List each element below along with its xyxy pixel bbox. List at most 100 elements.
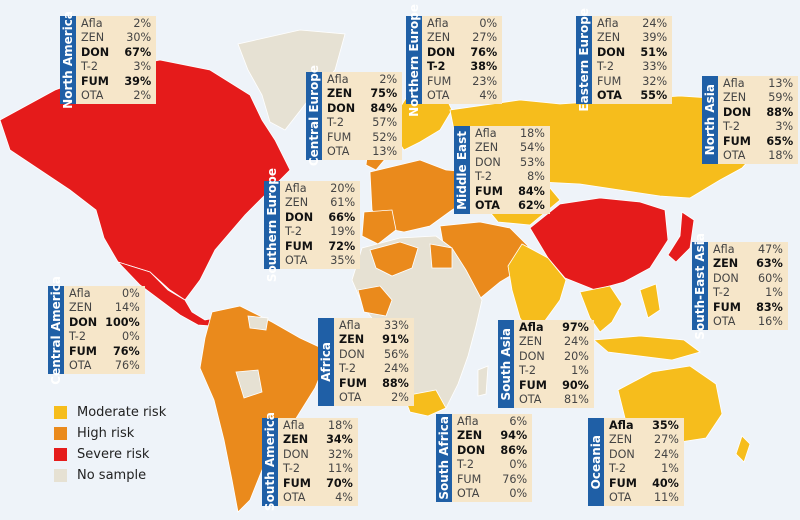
toxin-label: FUM	[519, 378, 547, 392]
region-rows: Afla 33% ZEN 91% DON 56% T-2 24% FUM 88% OTA 2%	[334, 318, 414, 406]
toxin-label: ZEN	[327, 87, 353, 101]
toxin-row: OTA 55%	[597, 89, 667, 103]
toxin-row: ZEN 27%	[609, 433, 679, 447]
south-africa-shape	[403, 389, 447, 417]
region-tag: Africa	[318, 318, 334, 406]
region-box-southern-europe: Southern Europe Afla 20% ZEN 61% DON 66% T-2 19…	[264, 168, 361, 282]
toxin-value: 40%	[652, 476, 679, 490]
toxin-row: DON 76%	[427, 46, 497, 60]
toxin-value: 27%	[654, 433, 679, 447]
toxin-row: OTA 2%	[339, 391, 409, 405]
toxin-label: Afla	[475, 127, 497, 140]
toxin-value: 30%	[126, 31, 152, 45]
toxin-row: T-2 3%	[81, 60, 151, 74]
toxin-value: 32%	[642, 74, 668, 88]
toxin-value: 84%	[370, 101, 398, 115]
toxin-row: Afla 18%	[475, 127, 545, 141]
toxin-value: 63%	[756, 257, 783, 271]
toxin-value: 13%	[768, 77, 794, 90]
toxin-row: ZEN 24%	[519, 335, 589, 349]
toxin-label: T-2	[283, 462, 300, 476]
toxin-label: DON	[81, 45, 110, 59]
toxin-label: T-2	[339, 362, 356, 376]
toxin-value: 60%	[758, 271, 783, 285]
region-box-oceania: Oceania Afla 35% ZEN 27% DON 24% T-2 1% FUM 40% OT…	[588, 418, 684, 506]
toxin-label: Afla	[427, 17, 449, 30]
region-tag: Central America	[48, 275, 64, 385]
toxin-label: FUM	[723, 134, 751, 148]
legend: Moderate risk High risk Severe risk No s…	[54, 402, 166, 486]
toxin-value: 0%	[509, 487, 528, 501]
toxin-value: 20%	[564, 349, 589, 363]
toxin-label: Afla	[69, 287, 91, 300]
toxin-row: FUM 72%	[285, 240, 355, 254]
toxin-label: FUM	[427, 74, 452, 88]
toxin-row: Afla 47%	[713, 243, 783, 257]
toxin-value: 3%	[775, 120, 794, 134]
toxin-value: 53%	[520, 155, 545, 169]
toxin-label: DON	[713, 271, 739, 285]
toxin-label: T-2	[81, 60, 98, 74]
toxin-label: T-2	[457, 458, 474, 472]
region-rows: Afla 20% ZEN 61% DON 66% T-2 19% FUM 72% OTA 35%	[280, 181, 360, 269]
toxin-value: 88%	[382, 376, 409, 390]
toxin-row: FUM 70%	[283, 477, 353, 491]
toxin-row: T-2 3%	[723, 120, 793, 134]
toxin-label: T-2	[597, 60, 614, 74]
legend-item: Moderate risk	[54, 402, 166, 423]
toxin-row: Afla 2%	[327, 73, 397, 87]
toxin-row: Afla 2%	[81, 17, 151, 31]
toxin-row: T-2 1%	[609, 462, 679, 476]
toxin-label: FUM	[285, 239, 313, 253]
toxin-row: Afla 97%	[519, 321, 589, 335]
suriname-shape	[247, 315, 269, 331]
toxin-value: 61%	[330, 196, 356, 210]
toxin-label: DON	[69, 315, 98, 329]
toxin-label: T-2	[519, 364, 536, 378]
toxin-label: FUM	[327, 130, 352, 144]
toxin-label: OTA	[713, 315, 736, 329]
toxin-row: DON 56%	[339, 348, 409, 362]
toxin-value: 19%	[330, 225, 356, 239]
legend-swatch	[54, 448, 67, 461]
toxin-label: FUM	[457, 472, 482, 486]
toxin-row: T-2 1%	[519, 364, 589, 378]
region-rows: Afla 0% ZEN 14% DON 100% T-2 0% FUM 76% OTA 76%	[64, 286, 145, 374]
toxin-value: 0%	[121, 287, 140, 300]
new-zealand-shape	[735, 435, 751, 463]
toxin-label: T-2	[475, 170, 492, 184]
region-box-south-asia: South Asia Afla 97% ZEN 24% DON 20% T-2 1% FUM 90…	[498, 320, 594, 408]
toxin-row: DON 32%	[283, 448, 353, 462]
toxin-row: OTA 62%	[475, 199, 545, 213]
toxin-value: 2%	[133, 17, 152, 30]
toxin-value: 83%	[756, 300, 783, 314]
toxin-row: Afla 24%	[597, 17, 667, 31]
toxin-value: 76%	[114, 359, 140, 373]
toxin-value: 97%	[562, 321, 589, 334]
indonesia-shape	[593, 335, 701, 361]
toxin-label: T-2	[723, 120, 740, 134]
toxin-value: 2%	[391, 391, 409, 405]
toxin-value: 33%	[642, 60, 668, 74]
toxin-value: 6%	[509, 415, 528, 428]
philippines-shape	[639, 283, 661, 319]
toxin-row: OTA 4%	[427, 89, 497, 103]
toxin-label: DON	[597, 45, 626, 59]
toxin-label: ZEN	[427, 31, 451, 45]
toxin-value: 57%	[372, 116, 398, 130]
toxin-label: ZEN	[597, 31, 621, 45]
toxin-label: ZEN	[609, 433, 633, 447]
toxin-value: 88%	[766, 105, 794, 119]
toxin-value: 90%	[562, 378, 589, 392]
toxin-row: ZEN 59%	[723, 91, 793, 105]
toxin-row: T-2 0%	[69, 330, 140, 344]
toxin-value: 18%	[328, 419, 353, 432]
west-africa-shape	[357, 285, 393, 317]
region-box-north-america: North America Afla 2% ZEN 30% DON 67% T-2 3% FUM…	[60, 11, 157, 109]
toxin-label: Afla	[457, 415, 479, 428]
toxin-value: 100%	[105, 315, 140, 329]
toxin-row: DON 86%	[457, 444, 527, 458]
toxin-label: FUM	[81, 74, 109, 88]
